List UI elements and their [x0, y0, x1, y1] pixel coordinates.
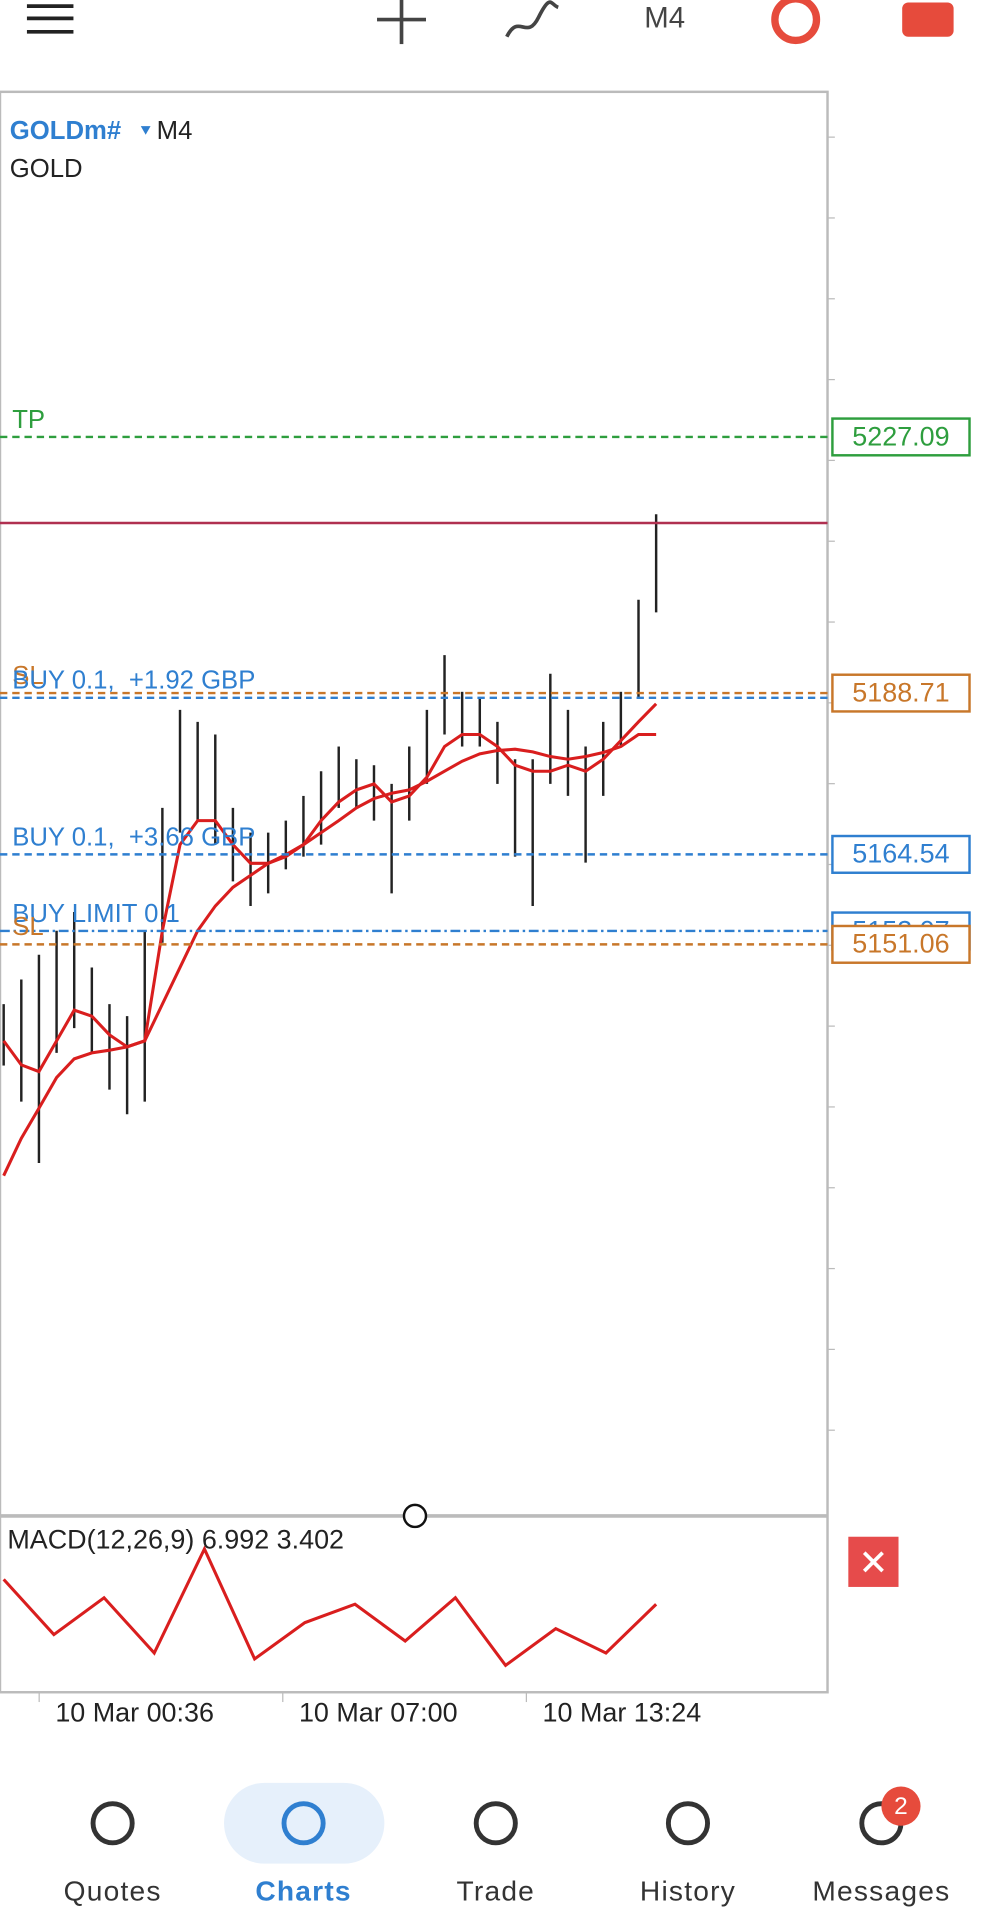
clock-button[interactable] [771, 0, 821, 45]
menu-button[interactable] [26, 4, 74, 34]
crosshair-button[interactable] [377, 0, 426, 45]
macd-title: MACD(12,26,9) 6.992 3.402 [7, 1525, 344, 1555]
indicators-button[interactable] [505, 0, 560, 38]
chart-frame [0, 90, 829, 1694]
time-label: 10 Mar 13:24 [543, 1697, 702, 1727]
nav-label[interactable]: Trade [456, 1875, 535, 1906]
level-label: TP [12, 406, 45, 434]
macd-signal [2, 1545, 658, 1668]
active-tab-highlight [224, 1782, 385, 1864]
macd-panel [2, 1545, 658, 1668]
time-axis: 10 Mar 00:36 10 Mar 07:00 10 Mar 13:24 [38, 1692, 702, 1727]
trade-levels: TP 5227.09 SL 5188.71 BUY 0.1, +1.92 GBP BUY … [0, 406, 971, 964]
close-indicator-button[interactable] [848, 1536, 899, 1587]
divider-handle[interactable] [402, 1503, 428, 1529]
nav-label[interactable]: History [640, 1875, 736, 1906]
nav-icon[interactable] [665, 1801, 710, 1846]
nav-icon[interactable] [473, 1801, 518, 1846]
level-label: SL [12, 662, 43, 690]
price-tag [831, 417, 971, 457]
top-toolbar: M4 [26, 0, 954, 45]
price-tag [831, 834, 971, 874]
level-label: BUY 0.1, +3.66 GBP [12, 823, 255, 851]
badge-count: 2 [894, 1793, 908, 1820]
price-tag [831, 924, 971, 964]
symbol[interactable]: GOLDm# [10, 117, 121, 145]
bottom-navigation: Quotes Charts Trade History Messages 2 [64, 1782, 950, 1907]
chart-timeframe: M4 [157, 117, 193, 145]
level-label: SL [12, 913, 43, 941]
nav-label[interactable]: Quotes [64, 1875, 162, 1906]
nav-label[interactable]: Charts [255, 1875, 351, 1906]
nav-icon[interactable] [281, 1801, 326, 1846]
price-tag-label: 5164.54 [852, 839, 949, 869]
time-label: 10 Mar 07:00 [299, 1697, 458, 1727]
symbol-description: GOLD [10, 155, 83, 183]
moving-average [2, 732, 657, 1177]
price-tag [831, 673, 971, 713]
nav-label[interactable]: Messages [812, 1875, 950, 1906]
nav-icon[interactable] [90, 1801, 135, 1846]
moving-average [2, 702, 658, 1074]
level-label: BUY 0.1, +1.92 GBP [12, 667, 255, 695]
price-tag-label: 5188.71 [852, 677, 949, 707]
price-plot [2, 514, 658, 1177]
badge [881, 1786, 921, 1826]
trade-button[interactable] [902, 2, 954, 37]
symbol-dropdown[interactable] [140, 126, 151, 135]
time-label: 10 Mar 00:36 [55, 1697, 214, 1727]
price-tag-label: 5227.09 [852, 421, 949, 451]
price-tag-label: 5151.06 [852, 929, 949, 959]
timeframe-button[interactable]: M4 [644, 1, 685, 34]
level-label: BUY LIMIT 0.1 [12, 900, 180, 928]
